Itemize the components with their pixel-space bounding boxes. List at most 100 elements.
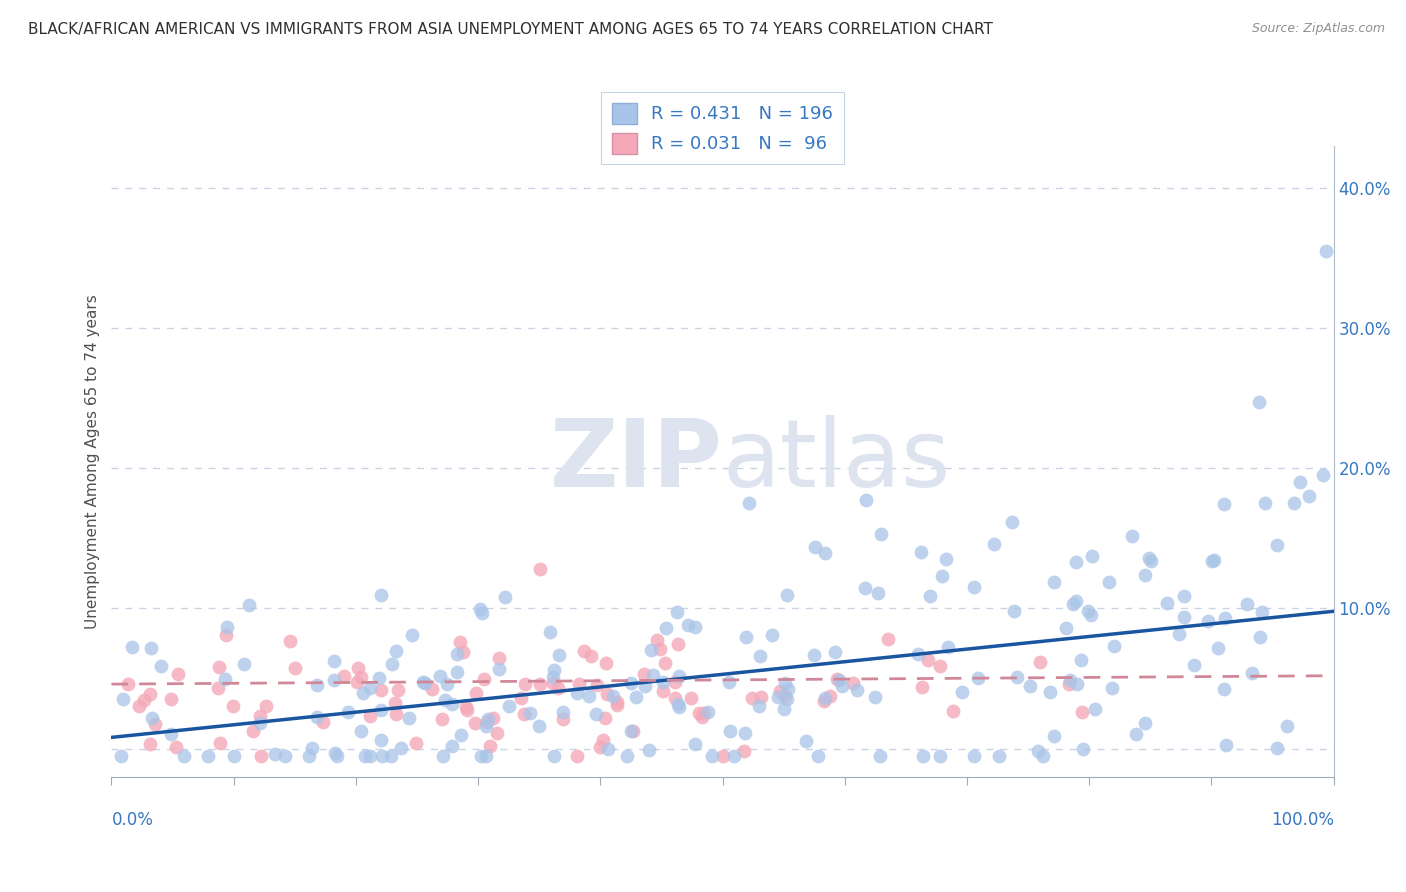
- Point: [645, 632, 668, 647]
- Point: [117, 677, 139, 691]
- Point: [209, 736, 232, 750]
- Point: [1140, 554, 1163, 568]
- Point: [1059, 673, 1081, 687]
- Point: [242, 723, 264, 738]
- Point: [165, 740, 187, 755]
- Point: [917, 653, 939, 667]
- Point: [370, 588, 392, 602]
- Point: [1137, 551, 1160, 566]
- Text: 100.0%: 100.0%: [1271, 812, 1334, 830]
- Point: [401, 628, 423, 642]
- Point: [370, 703, 392, 717]
- Point: [1102, 639, 1125, 653]
- Point: [254, 699, 277, 714]
- Point: [1213, 681, 1236, 696]
- Point: [769, 684, 792, 698]
- Point: [624, 690, 647, 705]
- Point: [233, 657, 256, 672]
- Point: [553, 705, 575, 719]
- Point: [1070, 653, 1092, 667]
- Point: [749, 690, 772, 705]
- Point: [284, 661, 307, 675]
- Point: [1066, 677, 1088, 691]
- Point: [384, 696, 406, 710]
- Point: [485, 726, 508, 740]
- Point: [928, 659, 950, 673]
- Point: [1265, 537, 1288, 551]
- Point: [359, 681, 381, 695]
- Point: [696, 706, 718, 720]
- Point: [547, 681, 569, 695]
- Point: [141, 711, 163, 725]
- Point: [813, 693, 835, 707]
- Point: [637, 743, 659, 757]
- Point: [380, 748, 402, 763]
- Point: [585, 707, 607, 722]
- Point: [651, 675, 673, 690]
- Point: [1059, 677, 1081, 691]
- Point: [134, 693, 156, 707]
- Point: [436, 677, 458, 691]
- Point: [640, 642, 662, 657]
- Point: [510, 691, 533, 706]
- Point: [173, 748, 195, 763]
- Text: atlas: atlas: [723, 416, 950, 508]
- Point: [350, 670, 373, 684]
- Point: [1215, 610, 1237, 624]
- Point: [541, 676, 564, 690]
- Point: [778, 682, 800, 697]
- Point: [548, 648, 571, 662]
- Point: [430, 712, 453, 726]
- Point: [513, 707, 536, 722]
- Point: [488, 651, 510, 665]
- Point: [828, 673, 851, 688]
- Point: [749, 649, 772, 664]
- Point: [322, 655, 344, 669]
- Point: [737, 496, 759, 510]
- Point: [633, 667, 655, 681]
- Point: [217, 619, 239, 633]
- Point: [1080, 607, 1102, 622]
- Point: [818, 689, 841, 703]
- Point: [1077, 604, 1099, 618]
- Point: [420, 681, 443, 696]
- Point: [1071, 705, 1094, 719]
- Point: [249, 708, 271, 723]
- Point: [143, 717, 166, 731]
- Point: [853, 581, 876, 595]
- Point: [311, 714, 333, 729]
- Point: [620, 675, 643, 690]
- Point: [824, 645, 846, 659]
- Point: [477, 715, 499, 730]
- Point: [371, 748, 394, 763]
- Point: [167, 667, 190, 681]
- Point: [910, 545, 932, 559]
- Point: [877, 632, 900, 646]
- Point: [208, 660, 231, 674]
- Point: [494, 590, 516, 604]
- Point: [1249, 395, 1271, 409]
- Point: [352, 686, 374, 700]
- Point: [350, 723, 373, 738]
- Point: [464, 716, 486, 731]
- Point: [405, 736, 427, 750]
- Point: [735, 630, 758, 644]
- Point: [472, 672, 495, 686]
- Point: [920, 589, 942, 603]
- Point: [479, 739, 502, 753]
- Point: [1019, 679, 1042, 693]
- Point: [950, 684, 973, 698]
- Point: [794, 734, 817, 748]
- Point: [720, 723, 742, 738]
- Point: [249, 715, 271, 730]
- Point: [1236, 597, 1258, 611]
- Point: [668, 699, 690, 714]
- Point: [1282, 496, 1305, 510]
- Point: [449, 635, 471, 649]
- Point: [481, 711, 503, 725]
- Point: [1173, 609, 1195, 624]
- Point: [214, 672, 236, 686]
- Point: [935, 551, 957, 566]
- Point: [983, 537, 1005, 551]
- Point: [907, 648, 929, 662]
